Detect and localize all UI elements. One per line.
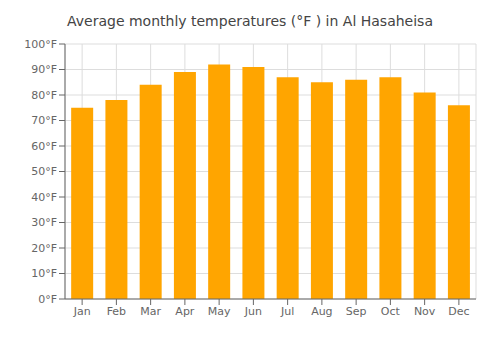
svg-text:Jul: Jul <box>280 305 294 318</box>
svg-text:Nov: Nov <box>414 305 436 318</box>
svg-text:70°F: 70°F <box>31 114 57 127</box>
svg-text:30°F: 30°F <box>31 216 57 229</box>
html-text:Average monthly temperatures (: Average monthly temperatures (°F ) in Al… <box>67 13 433 29</box>
svg-text:40°F: 40°F <box>31 191 57 204</box>
svg-text:Jan: Jan <box>73 305 91 318</box>
svg-text:Apr: Apr <box>175 305 195 318</box>
svg-text:Dec: Dec <box>448 305 469 318</box>
svg-text:Aug: Aug <box>311 305 332 318</box>
svg-text:Sep: Sep <box>346 305 367 318</box>
svg-text:90°F: 90°F <box>31 63 57 76</box>
svg-text:0°F: 0°F <box>38 293 57 306</box>
svg-text:100°F: 100°F <box>24 38 57 51</box>
svg-text:May: May <box>208 305 231 318</box>
svg-text:60°F: 60°F <box>31 140 57 153</box>
svg-text:Oct: Oct <box>381 305 401 318</box>
svg-text:Jun: Jun <box>244 305 262 318</box>
svg-text:50°F: 50°F <box>31 165 57 178</box>
svg-text:10°F: 10°F <box>31 267 57 280</box>
svg-text:20°F: 20°F <box>31 242 57 255</box>
svg-text:Feb: Feb <box>107 305 126 318</box>
svg-text:80°F: 80°F <box>31 89 57 102</box>
svg-text:Mar: Mar <box>140 305 161 318</box>
